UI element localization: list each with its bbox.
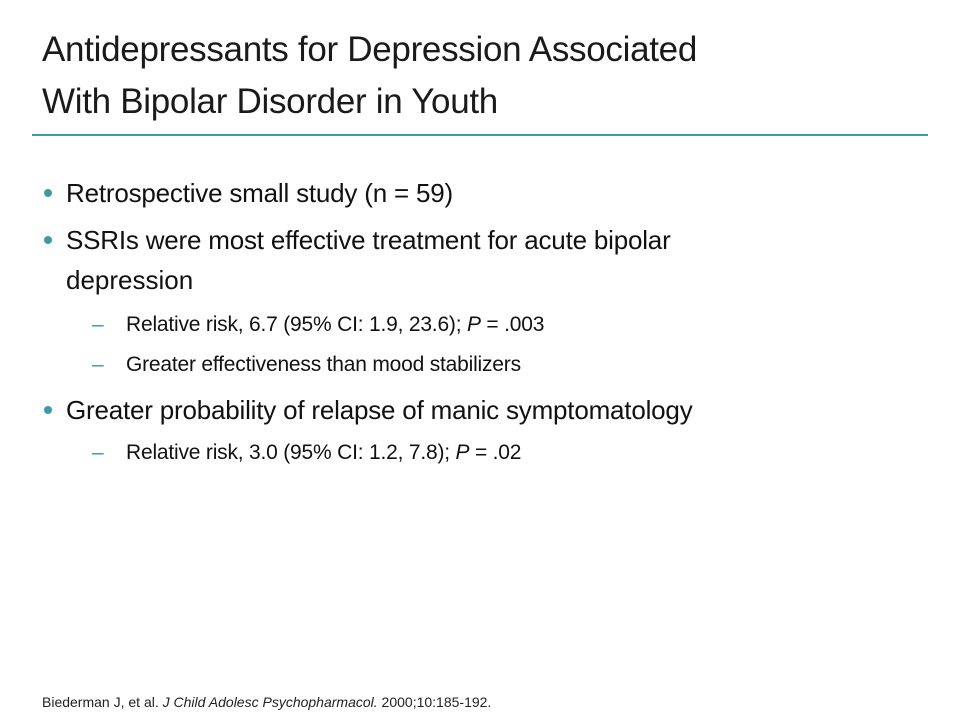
bullet-dot-icon xyxy=(44,236,52,244)
dash-icon: – xyxy=(92,353,104,376)
title-line-2: With Bipolar Disorder in Youth xyxy=(42,82,498,121)
sub-bullet-text: Relative risk, 6.7 (95% CI: 1.9, 23.6); … xyxy=(126,313,545,336)
title-divider xyxy=(32,134,928,136)
bullet-dot-icon xyxy=(44,406,52,414)
dash-icon: – xyxy=(92,441,104,464)
bullet-2-continuation: depression xyxy=(66,265,194,295)
bullet-text: SSRIs were most effective treatment for … xyxy=(66,225,671,255)
bullet-text: Retrospective small study (n = 59) xyxy=(66,178,453,208)
reference-citation: Biederman J, et al. J Child Adolesc Psyc… xyxy=(42,694,492,710)
slide-title: Antidepressants for Depression Associate… xyxy=(42,24,697,128)
bullet-dot-icon xyxy=(44,189,52,197)
bullet-text: Greater probability of relapse of manic … xyxy=(66,395,693,425)
sub-bullet-text: Greater effectiveness than mood stabiliz… xyxy=(126,353,521,376)
title-line-1: Antidepressants for Depression Associate… xyxy=(42,30,698,69)
dash-icon: – xyxy=(92,313,104,336)
sub-bullet-text: Relative risk, 3.0 (95% CI: 1.2, 7.8); P… xyxy=(126,441,522,464)
